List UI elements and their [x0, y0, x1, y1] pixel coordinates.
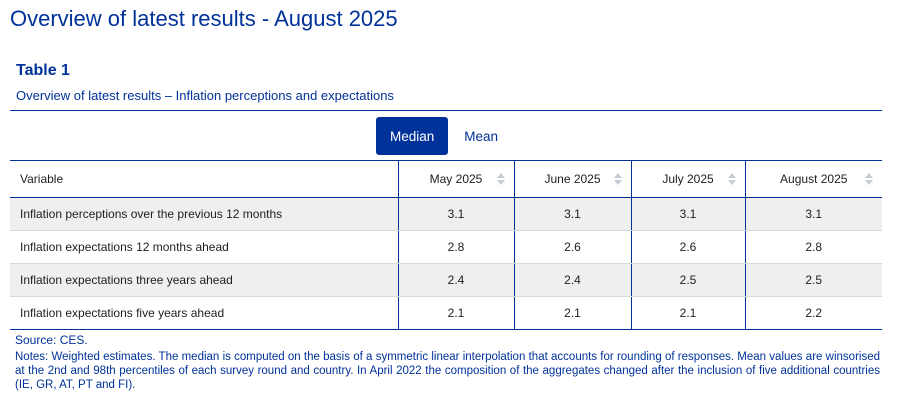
table-cell: 3.1 [630, 197, 745, 231]
sort-icon[interactable] [496, 173, 505, 185]
table-cell: 2.1 [630, 296, 745, 330]
table-cell: 2.8 [744, 230, 882, 264]
table-header-row: Variable May 2025 June 2025 July 2025 Au… [10, 160, 882, 198]
table-row: Inflation perceptions over the previous … [10, 197, 882, 231]
sort-icon[interactable] [727, 173, 736, 185]
mean-toggle-button[interactable]: Mean [464, 128, 499, 144]
row-label: Inflation expectations three years ahead [10, 263, 398, 297]
table-cell: 3.1 [744, 197, 882, 231]
column-header-august-2025[interactable]: August 2025 [744, 160, 882, 198]
table-cell: 2.1 [397, 296, 514, 330]
sort-icon[interactable] [865, 173, 873, 185]
table-cell: 2.5 [744, 263, 882, 297]
table-cell: 2.4 [513, 263, 631, 297]
table-cell: 3.1 [513, 197, 631, 231]
column-header-variable: Variable [10, 160, 398, 198]
column-header-may-2025[interactable]: May 2025 [397, 160, 514, 198]
table-label: Table 1 [16, 62, 70, 79]
source-note: Source: CES. [15, 333, 88, 347]
statistic-toggle: Median Mean [376, 117, 512, 155]
table-cell: 2.5 [630, 263, 745, 297]
table-cell: 2.2 [744, 296, 882, 330]
sort-icon[interactable] [613, 173, 622, 185]
row-label: Inflation expectations 12 months ahead [10, 230, 398, 264]
table-cell: 2.4 [397, 263, 514, 297]
row-label: Inflation expectations five years ahead [10, 296, 398, 330]
divider [10, 110, 882, 111]
table-cell: 2.6 [513, 230, 631, 264]
table-cell: 3.1 [397, 197, 514, 231]
results-table: Variable May 2025 June 2025 July 2025 Au… [10, 160, 882, 330]
column-header-label: August 2025 [780, 172, 848, 186]
table-row: Inflation expectations five years ahead … [10, 296, 882, 330]
row-label: Inflation perceptions over the previous … [10, 197, 398, 231]
column-header-july-2025[interactable]: July 2025 [630, 160, 745, 198]
table-subtitle: Overview of latest results – Inflation p… [16, 88, 394, 103]
column-header-label: June 2025 [544, 172, 601, 186]
column-header-label: July 2025 [662, 172, 714, 186]
table-cell: 2.1 [513, 296, 631, 330]
column-header-label: May 2025 [429, 172, 483, 186]
page-title: Overview of latest results - August 2025 [10, 6, 398, 31]
table-row: Inflation expectations three years ahead… [10, 263, 882, 297]
column-header-june-2025[interactable]: June 2025 [513, 160, 631, 198]
notes-text: Notes: Weighted estimates. The median is… [15, 351, 880, 391]
table-cell: 2.8 [397, 230, 514, 264]
table-cell: 2.6 [630, 230, 745, 264]
table-row: Inflation expectations 12 months ahead 2… [10, 230, 882, 264]
median-toggle-button[interactable]: Median [376, 117, 449, 155]
